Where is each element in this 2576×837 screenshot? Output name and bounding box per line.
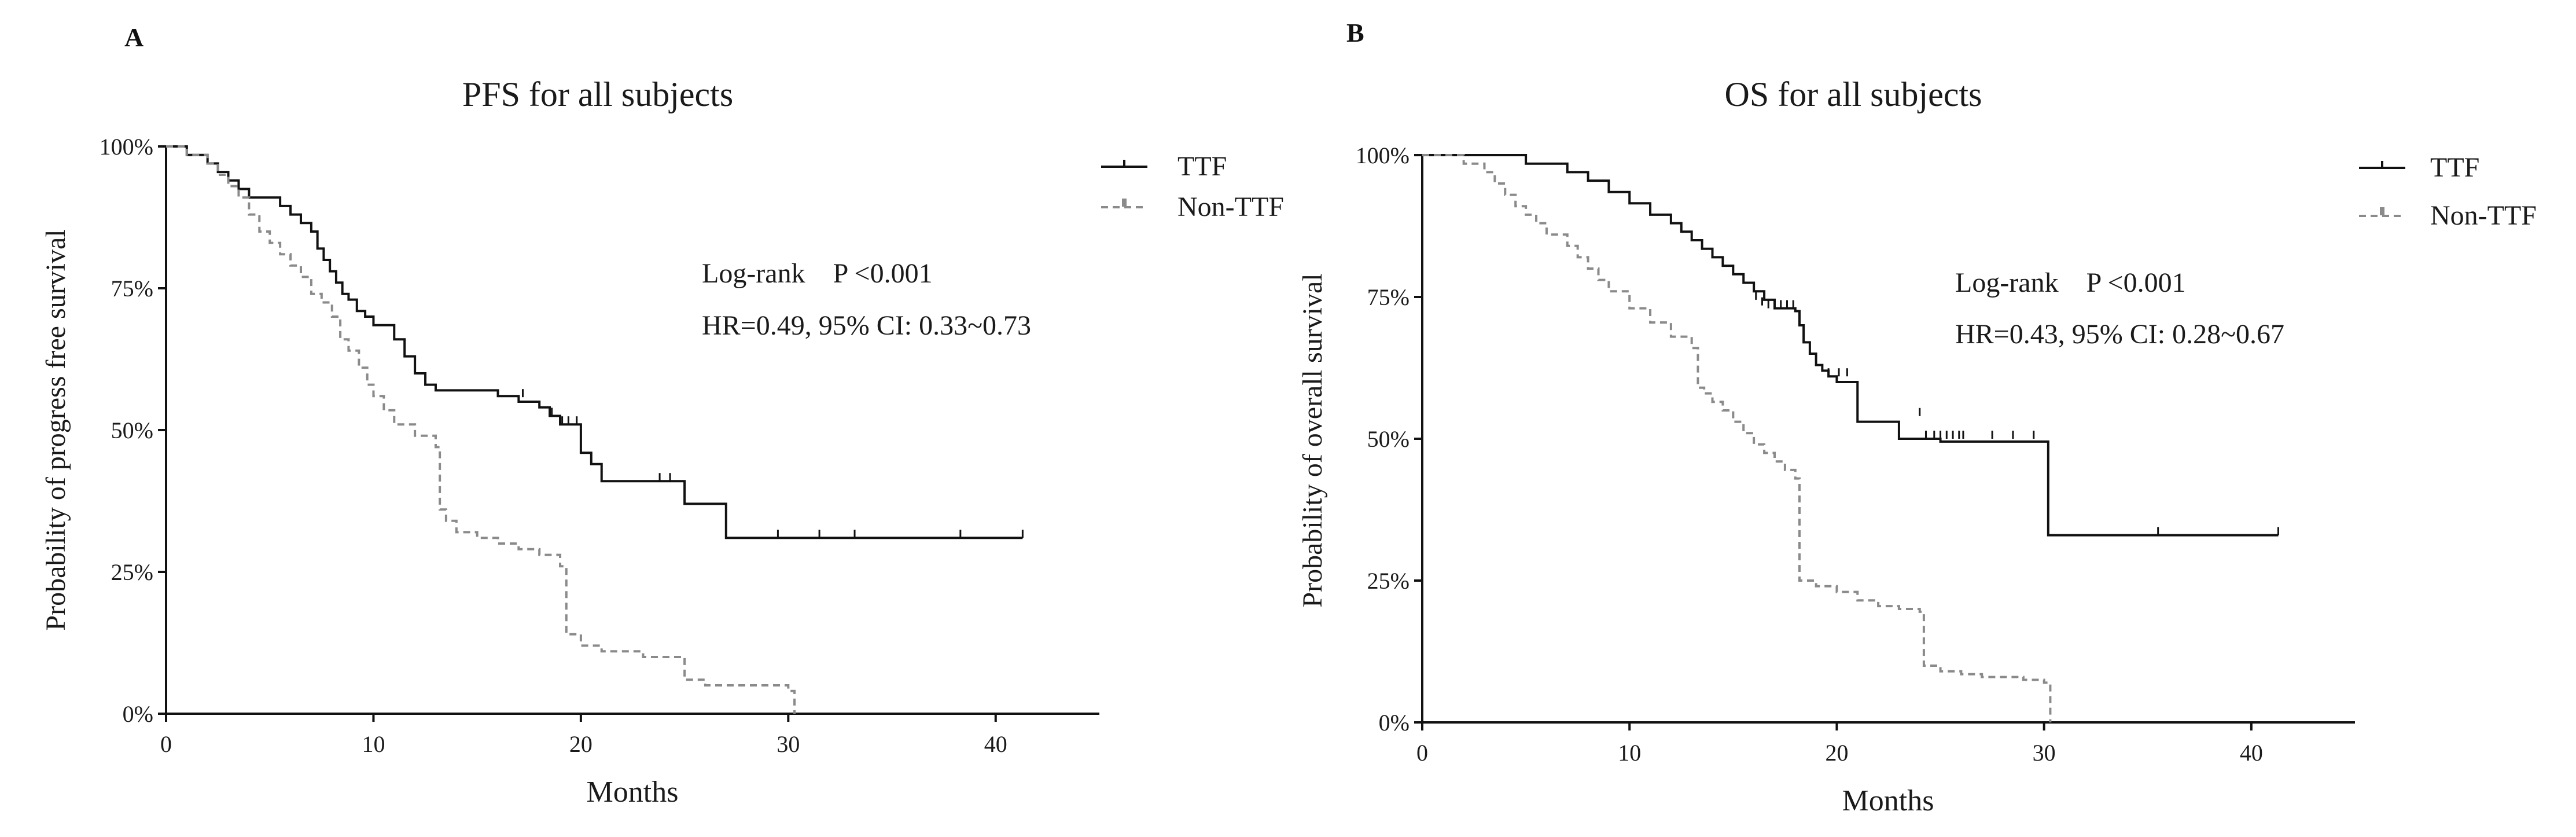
- panel-b-y-tick-label: 100%: [1356, 142, 1410, 168]
- panel-b-y-tick-label: 0%: [1379, 710, 1410, 736]
- panel-b-label: B: [1346, 18, 1364, 47]
- panel-a-y-axis-label: Probability of progress free survival: [41, 229, 71, 630]
- panel-a-ttf-curve: [166, 145, 1023, 539]
- panel-b-legend-non-ttf-marker: [2380, 207, 2384, 215]
- panel-b-y-tick-label: 50%: [1367, 426, 1410, 452]
- panel-a-y-tick-label: 0%: [123, 701, 153, 727]
- panel-a-logrank-annotation: Log-rank P <0.001: [702, 258, 933, 289]
- panel-a-hazard-ratio-annotation: HR=0.49, 95% CI: 0.33~0.73: [702, 310, 1031, 341]
- panel-a-non-ttf-curve: [166, 145, 796, 714]
- panel-a-y-tick-label: 25%: [111, 559, 153, 585]
- panel-b-y-tick-label: 25%: [1367, 568, 1410, 594]
- panel-b-x-tick-label: 0: [1416, 740, 1428, 766]
- panel-a-pfs: A PFS for all subjects Months Probabilit…: [41, 23, 1284, 809]
- panel-b-y-tick-label: 75%: [1367, 284, 1410, 310]
- panel-a-x-tick-label: 40: [984, 731, 1007, 757]
- panel-a-x-tick-label: 0: [160, 731, 172, 757]
- panel-b-x-tick-label: 30: [2033, 740, 2056, 766]
- panel-b-title: OS for all subjects: [1725, 75, 1982, 113]
- panel-b-legend-non-ttf-label: Non-TTF: [2430, 200, 2537, 231]
- panel-b-non-ttf-curve: [1422, 154, 2052, 722]
- panel-b-x-tick-label: 40: [2240, 740, 2263, 766]
- panel-b-plot-area: 0% 25% 50% 75% 100% 0 10 20 30 40: [1356, 142, 2355, 766]
- panel-b-x-axis-label: Months: [1842, 784, 1934, 817]
- panel-a-y-tick-label: 75%: [111, 276, 153, 302]
- panel-a-x-tick-label: 10: [362, 731, 385, 757]
- panel-b-os: B OS for all subjects Months Probability…: [1297, 18, 2537, 817]
- panel-a-x-tick-label: 20: [569, 731, 593, 757]
- panel-a-plot-area: 0% 25% 50% 75% 100% 0 10 20 30 40: [100, 134, 1099, 757]
- panel-b-x-tick-label: 20: [1825, 740, 1848, 766]
- panel-a-title: PFS for all subjects: [462, 75, 733, 113]
- panel-a-x-axis-label: Months: [587, 776, 679, 809]
- panel-a-label: A: [124, 23, 143, 52]
- panel-b-y-axis-label: Probability of overall survival: [1297, 273, 1328, 607]
- panel-b-legend: TTF Non-TTF: [2359, 152, 2537, 231]
- panel-a-x-tick-label: 30: [777, 731, 800, 757]
- panel-a-y-tick-label: 50%: [111, 417, 153, 443]
- panel-b-hazard-ratio-annotation: HR=0.43, 95% CI: 0.28~0.67: [1955, 319, 2284, 350]
- panel-b-x-tick-label: 10: [1618, 740, 1641, 766]
- panel-b-legend-ttf-label: TTF: [2430, 152, 2479, 183]
- panel-b-logrank-annotation: Log-rank P <0.001: [1955, 267, 2186, 298]
- panel-a-legend-non-ttf-marker: [1122, 199, 1127, 207]
- panel-a-legend-non-ttf-label: Non-TTF: [1177, 192, 1284, 222]
- panel-a-legend-ttf-label: TTF: [1177, 151, 1227, 182]
- panel-a-y-tick-label: 100%: [100, 134, 153, 160]
- panel-b-ttf-curve: [1422, 154, 2279, 537]
- panel-a-legend: TTF Non-TTF: [1101, 151, 1284, 222]
